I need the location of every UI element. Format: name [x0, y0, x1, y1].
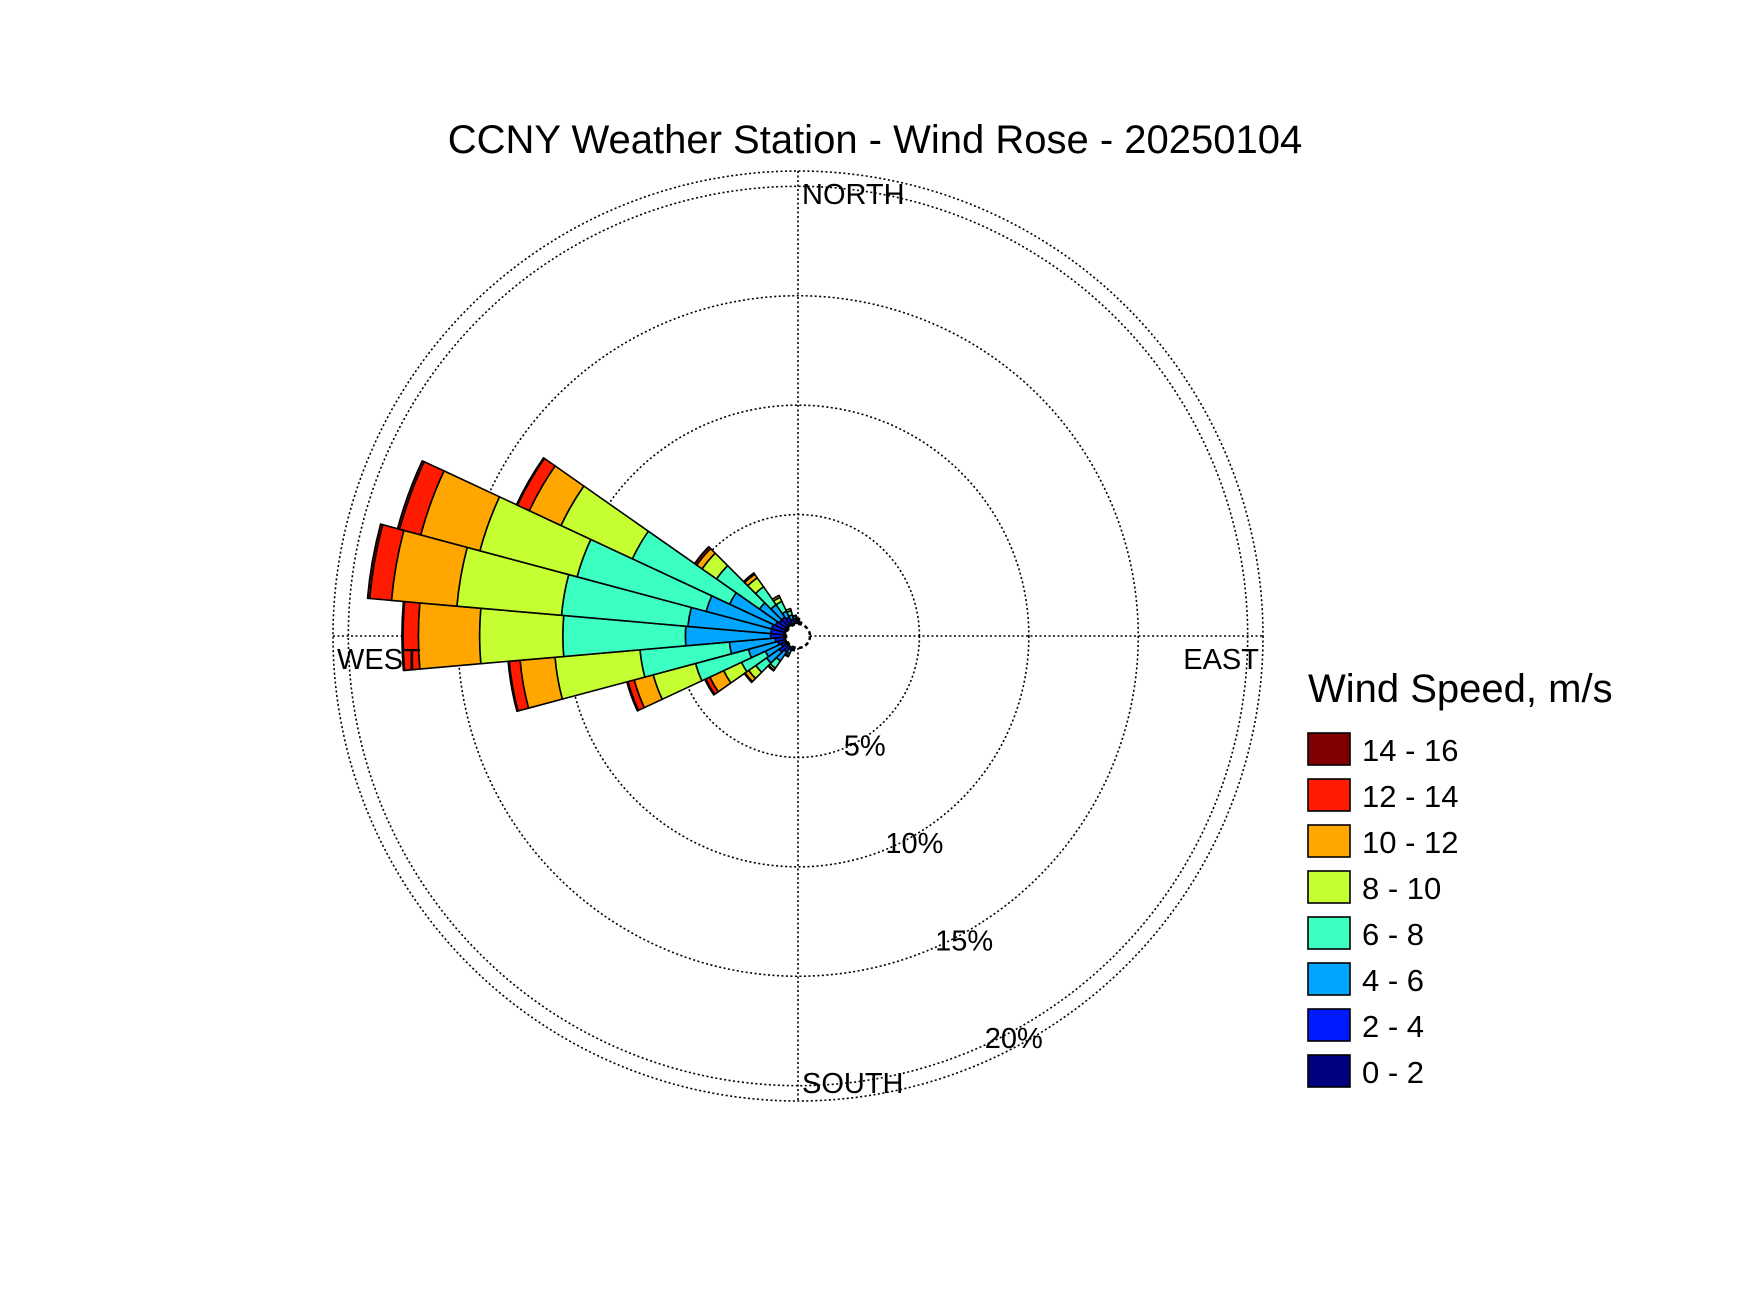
grid-circle-outer	[332, 170, 1264, 1102]
legend-swatch-4-6	[1307, 962, 1351, 996]
direction-label-east: EAST	[1183, 644, 1259, 676]
sector-350-bin-4	[791, 614, 798, 618]
sector-320-bin-7	[742, 572, 755, 583]
sector-290-bin-7	[396, 460, 425, 530]
sector-210-bin-4	[784, 653, 790, 658]
legend-label-12-14: 12 - 14	[1362, 779, 1459, 814]
legend-swatch-8-10	[1307, 870, 1351, 904]
sector-270-bin-5	[417, 602, 482, 670]
chart-title: CCNY Weather Station - Wind Rose - 20250…	[448, 118, 1303, 162]
legend-label-6-8: 6 - 8	[1362, 917, 1424, 952]
legend-swatch-2-4	[1307, 1008, 1351, 1042]
sector-340-bin-4	[785, 607, 792, 613]
legend-swatch-14-16	[1307, 732, 1351, 766]
direction-label-north: NORTH	[802, 179, 905, 211]
direction-label-west: WEST	[337, 644, 421, 676]
legend-swatch-0-2	[1307, 1054, 1351, 1088]
wind-sectors	[366, 457, 812, 713]
legend-label-4-6: 4 - 6	[1362, 963, 1424, 998]
sector-280-bin-7	[366, 523, 384, 600]
radial-label-15: 15%	[935, 925, 993, 957]
legend-swatch-6-8	[1307, 916, 1351, 950]
legend-label-0-2: 0 - 2	[1362, 1055, 1424, 1090]
legend-label-2-4: 2 - 4	[1362, 1009, 1424, 1044]
sector-200-bin-2	[790, 648, 796, 652]
legend-swatch-12-14	[1307, 778, 1351, 812]
legend-label-10-12: 10 - 12	[1362, 825, 1459, 860]
grid-circle-15	[456, 294, 1140, 978]
radial-label-10: 10%	[885, 828, 943, 860]
sector-330-bin-5	[771, 594, 781, 602]
sector-230-bin-6	[743, 672, 754, 684]
legend-swatch-10-12	[1307, 824, 1351, 858]
legend-label-8-10: 8 - 10	[1362, 871, 1441, 906]
sector-300-bin-7	[515, 457, 546, 506]
legend-label-14-16: 14 - 16	[1362, 733, 1459, 768]
direction-label-south: SOUTH	[802, 1068, 904, 1100]
legend-title: Wind Speed, m/s	[1308, 667, 1613, 711]
calm-centre	[784, 622, 812, 650]
radial-label-5: 5%	[844, 730, 886, 762]
radial-label-20: 20%	[985, 1023, 1043, 1055]
sector-270-bin-4	[478, 607, 565, 665]
polar-labels: NORTH EAST SOUTH WEST 5% 10% 15% 20%	[337, 179, 1259, 1100]
sector-0-bin-3	[795, 617, 801, 621]
legend: 14 - 16 12 - 14 10 - 12 8 - 10 6 - 8 4 - 6 2 -…	[1307, 732, 1459, 1090]
sector-310-bin-7	[693, 545, 710, 565]
